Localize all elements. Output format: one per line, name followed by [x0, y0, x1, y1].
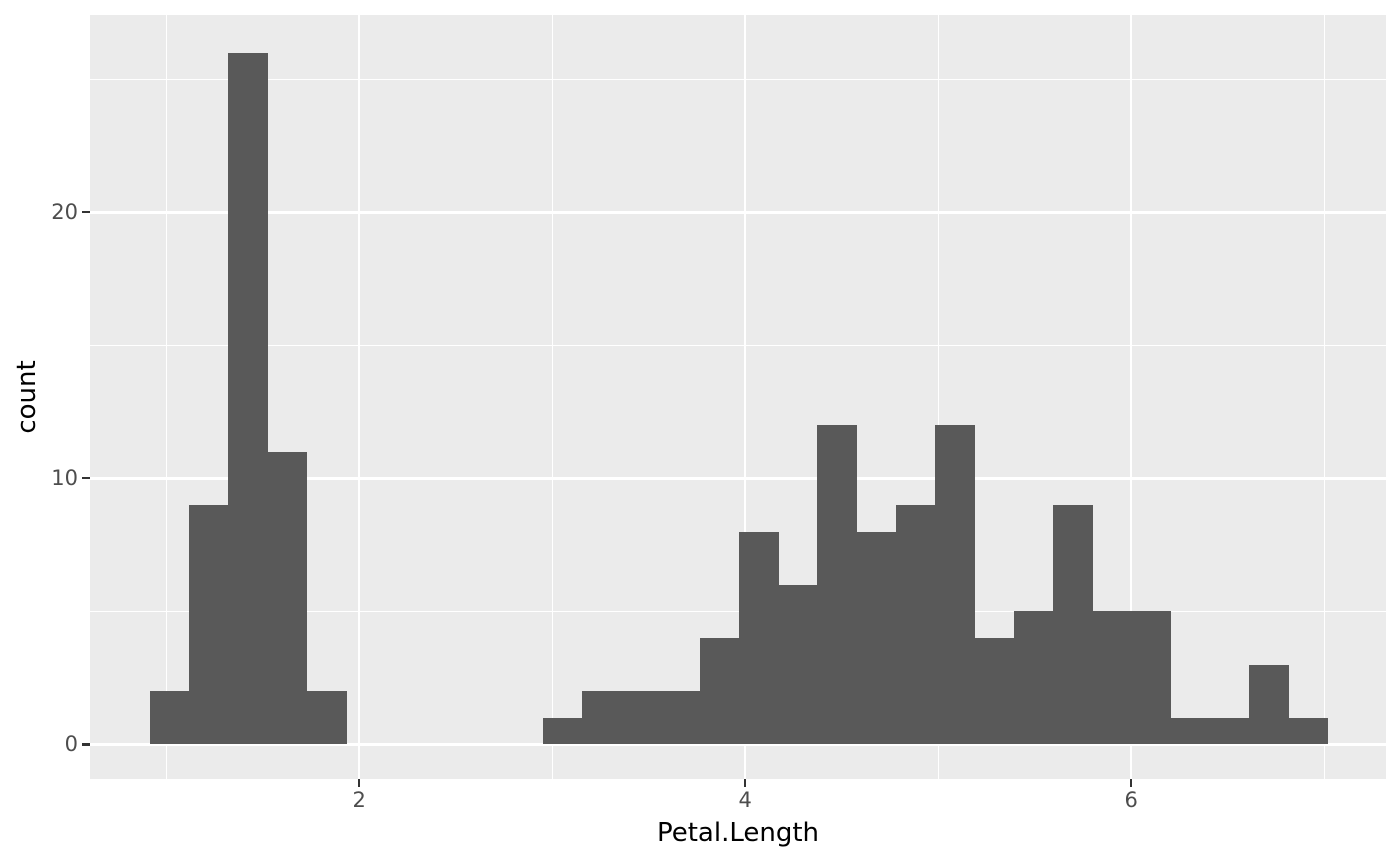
- histogram-bar: [1288, 717, 1329, 745]
- histogram-bar: [149, 691, 190, 745]
- histogram-bar: [1170, 717, 1211, 745]
- histogram-bar: [1249, 664, 1290, 745]
- x-tick-mark: [358, 779, 361, 787]
- gridline-minor-x: [551, 15, 553, 779]
- histogram-bar: [699, 638, 740, 745]
- histogram-bar: [267, 451, 308, 745]
- histogram-bar: [1092, 611, 1133, 745]
- y-tick-label: 0: [64, 732, 78, 757]
- histogram-bar: [817, 425, 858, 745]
- histogram-bar: [738, 531, 779, 745]
- histogram-bar: [935, 425, 976, 745]
- gridline-major-x: [744, 15, 747, 779]
- x-tick-mark: [744, 779, 747, 787]
- x-axis-title: Petal.Length: [656, 818, 820, 848]
- histogram-bar: [856, 531, 897, 745]
- histogram-bar: [1131, 611, 1172, 745]
- y-tick-mark: [82, 743, 90, 746]
- histogram-bar: [1053, 505, 1093, 745]
- y-tick-mark: [82, 211, 90, 214]
- y-tick-mark: [82, 477, 90, 480]
- gridline-major-y: [90, 477, 1386, 480]
- x-tick-label: 2: [352, 788, 366, 812]
- y-axis-title: count: [12, 360, 42, 434]
- histogram-bar: [660, 691, 701, 745]
- x-tick-label: 6: [1124, 788, 1138, 812]
- histogram-bar: [581, 691, 622, 745]
- histogram-bar: [228, 52, 269, 745]
- histogram-bar: [306, 691, 347, 745]
- gridline-minor-y: [90, 78, 1386, 80]
- x-tick-mark: [1130, 779, 1133, 787]
- gridline-minor-x: [1323, 15, 1325, 779]
- plot-panel: [90, 15, 1386, 779]
- gridline-minor-y: [90, 344, 1386, 346]
- gridline-minor-y: [90, 610, 1386, 612]
- histogram-bar: [189, 505, 229, 745]
- histogram-bar: [974, 638, 1015, 745]
- histogram-bar: [1210, 717, 1250, 745]
- histogram-bar: [1013, 611, 1054, 745]
- gridline-major-x: [358, 15, 361, 779]
- gridline-major-y: [90, 743, 1386, 746]
- histogram-bar: [542, 717, 583, 745]
- y-tick-label: 20: [51, 200, 78, 225]
- gridline-major-y: [90, 211, 1386, 214]
- gridline-minor-x: [165, 15, 167, 779]
- x-tick-label: 4: [738, 788, 752, 812]
- y-tick-label: 10: [51, 466, 78, 491]
- gridline-minor-x: [937, 15, 939, 779]
- gridline-major-x: [1130, 15, 1133, 779]
- histogram-bar: [621, 691, 661, 745]
- histogram-bar: [895, 505, 936, 745]
- histogram-bar: [778, 584, 818, 745]
